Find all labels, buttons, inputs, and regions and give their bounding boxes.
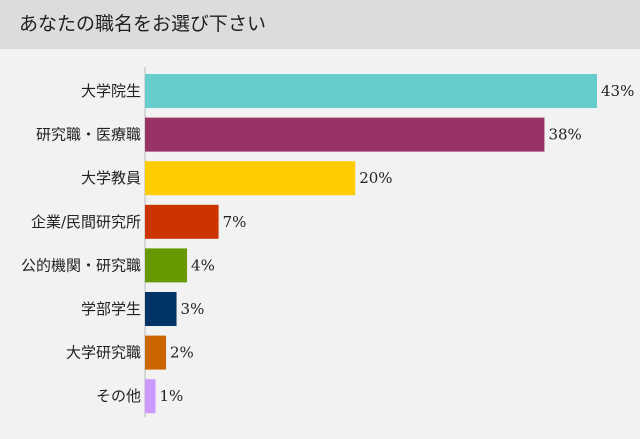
category-label: 企業/民間研究所 — [31, 213, 141, 231]
chart-title: あなたの職名をお選び下さい — [19, 13, 267, 35]
value-label: 2% — [170, 344, 194, 362]
bar — [145, 74, 597, 108]
category-label: その他 — [96, 387, 141, 405]
chart-header: あなたの職名をお選び下さい — [0, 0, 640, 49]
value-label: 3% — [181, 300, 205, 318]
category-label: 研究職・医療職 — [36, 126, 141, 144]
value-label: 43% — [601, 82, 634, 100]
bar — [145, 379, 156, 414]
category-label: 公的機関・研究職 — [21, 256, 141, 274]
category-label: 大学院生 — [81, 82, 141, 100]
bar — [145, 335, 167, 370]
value-label: 4% — [191, 256, 215, 274]
value-label: 1% — [160, 387, 184, 405]
category-label: 大学研究職 — [66, 344, 141, 362]
bar — [145, 248, 188, 283]
bar-chart: 大学院生 43% 研究職・医療職 38% 大学教員 20% 企業/民間研究所 7% 公的機関・研… — [0, 49, 640, 439]
value-label: 38% — [548, 126, 581, 144]
bar — [145, 292, 177, 326]
bar — [145, 161, 356, 196]
bar-chart-svg: 大学院生 43% 研究職・医療職 38% 大学教員 20% 企業/民間研究所 7% 公的機関・研… — [21, 67, 634, 417]
bar — [145, 204, 219, 239]
category-label: 大学教員 — [81, 169, 141, 187]
bar — [145, 117, 545, 152]
value-label: 7% — [223, 213, 247, 231]
value-label: 20% — [359, 169, 392, 187]
category-label: 学部学生 — [81, 300, 141, 318]
